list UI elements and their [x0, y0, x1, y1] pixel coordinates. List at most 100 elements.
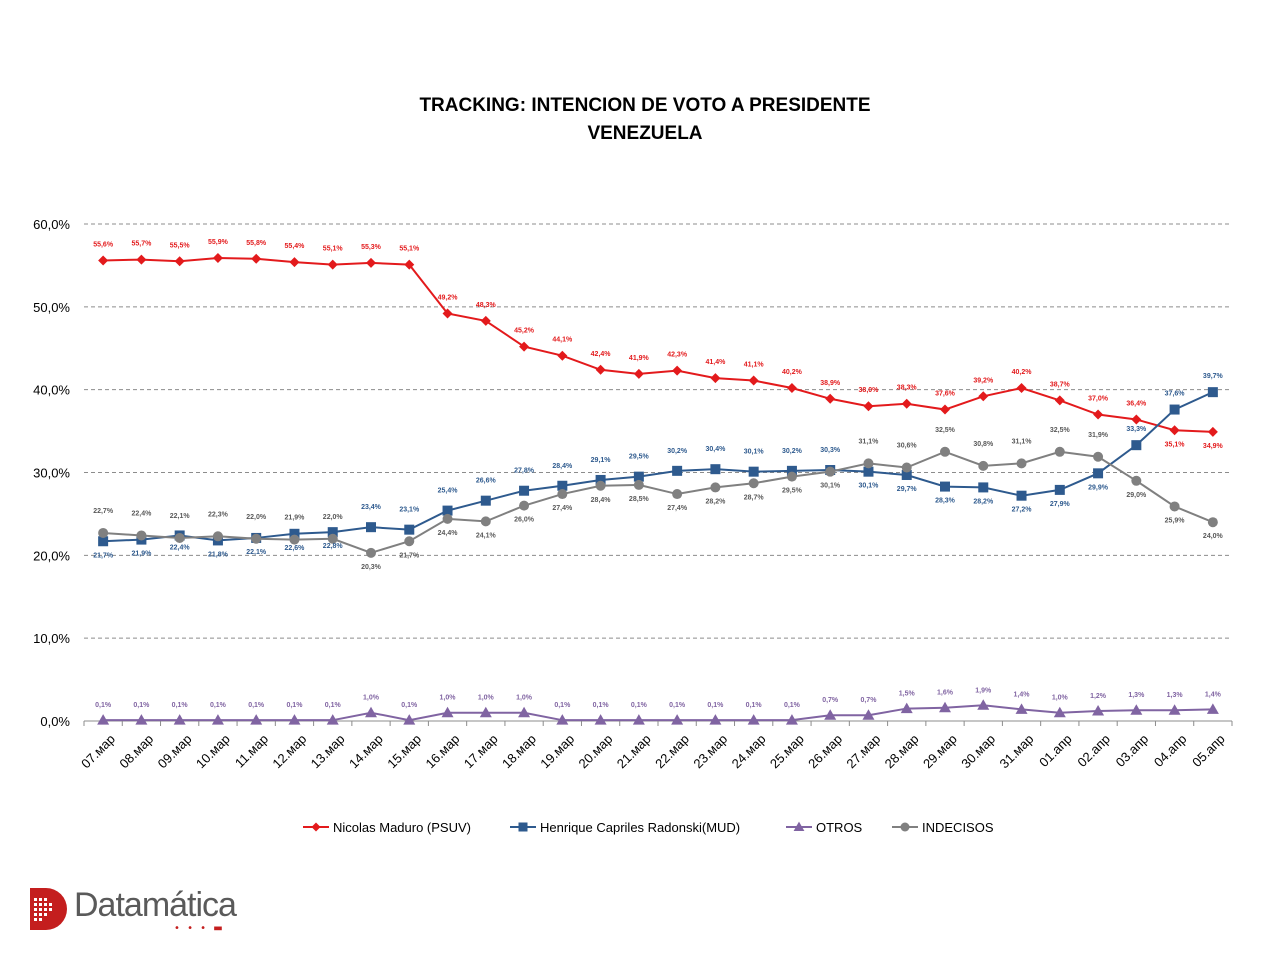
data-label: 27,4% [667, 505, 688, 512]
data-label: 41,4% [705, 359, 726, 366]
series-line [103, 391, 1214, 543]
data-label: 26,0% [514, 517, 535, 524]
series-marker [1169, 404, 1180, 415]
x-tick-label: 10.мар [193, 731, 233, 771]
series-marker [901, 469, 912, 480]
data-label: 38,9% [820, 380, 841, 387]
data-label: 30,2% [782, 448, 803, 455]
series-marker [366, 522, 376, 533]
series-marker [251, 533, 262, 544]
data-label: 21,9% [131, 551, 152, 558]
series-marker [250, 714, 263, 725]
data-label: 55,7% [131, 241, 152, 248]
data-label: 22,4% [131, 510, 152, 517]
series-marker [748, 466, 759, 477]
series-marker [327, 533, 338, 544]
series-marker [940, 446, 950, 457]
series-marker [1207, 426, 1218, 437]
series-marker [442, 308, 453, 319]
legend[interactable]: Nicolas Maduro (PSUV) Henrique Capriles R… [303, 820, 994, 835]
data-label: 28,4% [591, 497, 612, 504]
legend-item-2[interactable]: OTROS [786, 820, 863, 835]
data-label: 1,3% [1167, 692, 1184, 699]
series-marker [289, 257, 300, 268]
series-marker [1016, 490, 1027, 501]
y-tick-label: 20,0% [33, 548, 70, 563]
data-label: 39,7% [1203, 373, 1224, 380]
series-2 [97, 699, 1219, 725]
data-label: 55,1% [323, 246, 344, 253]
data-label: 24,0% [1203, 533, 1224, 540]
series-marker [173, 714, 186, 725]
series-marker [671, 714, 684, 725]
data-label: 28,2% [973, 498, 994, 505]
data-label: 39,2% [973, 377, 994, 384]
data-label: 1,0% [440, 695, 457, 702]
data-label: 30,1% [859, 483, 880, 490]
series-marker [633, 479, 644, 490]
legend-item-0[interactable]: Nicolas Maduro (PSUV) [303, 820, 471, 835]
data-label: 27,8% [514, 468, 535, 475]
data-label: 27,4% [552, 505, 573, 512]
data-label: 55,3% [361, 244, 382, 251]
data-label: 27,9% [1050, 501, 1071, 508]
series-marker [939, 701, 951, 713]
data-label: 1,0% [516, 695, 533, 702]
series-marker [940, 404, 950, 415]
data-label: 22,0% [323, 514, 344, 521]
series-marker [825, 466, 836, 477]
series-marker [710, 373, 721, 384]
legend-item-1[interactable]: Henrique Capriles Radonski(MUD) [510, 820, 740, 835]
data-label: 24,4% [438, 530, 459, 537]
data-label: 0,1% [210, 702, 227, 709]
legend-label: Henrique Capriles Radonski(MUD) [540, 820, 740, 835]
data-label: 44,1% [552, 337, 573, 344]
series-marker [824, 709, 837, 720]
data-label: 26,6% [476, 478, 497, 485]
data-label: 34,9% [1203, 443, 1224, 450]
series-marker [480, 495, 491, 506]
series-marker [480, 315, 491, 326]
data-label: 30,6% [897, 443, 918, 450]
series-marker [251, 253, 262, 264]
data-label: 31,1% [1012, 438, 1033, 445]
series-marker [977, 699, 990, 710]
data-labels: 55,6% 55,7% 55,5% 55,9% 55,8% 55,4% 55,1% 55,3%… [93, 239, 1223, 709]
series-marker [786, 465, 797, 476]
series-marker [519, 485, 530, 496]
series-marker [311, 822, 321, 832]
x-tick-label: 24.мар [729, 731, 769, 771]
series-marker [1207, 387, 1218, 398]
y-tick-label: 0,0% [40, 714, 70, 729]
data-label: 29,5% [782, 488, 803, 495]
data-label: 28,7% [744, 494, 765, 501]
series-marker [1015, 703, 1028, 714]
x-tick-label: 20.мар [576, 731, 616, 771]
legend-item-3[interactable]: INDECISOS [892, 820, 994, 835]
series-marker [288, 714, 301, 725]
data-label: 1,2% [1090, 693, 1107, 700]
data-label: 27,2% [1012, 507, 1033, 514]
data-label: 35,1% [1165, 441, 1186, 448]
series-marker [97, 714, 110, 725]
series-marker [135, 714, 148, 725]
data-label: 22,6% [285, 545, 306, 552]
data-label: 23,4% [361, 504, 382, 511]
series-marker [557, 489, 568, 500]
series-marker [786, 383, 797, 394]
series-marker [174, 532, 185, 543]
series-line [103, 450, 1214, 554]
series-marker [557, 350, 568, 361]
data-label: 30,4% [705, 446, 726, 453]
data-label: 22,3% [208, 511, 229, 518]
data-label: 0,1% [669, 702, 686, 709]
series-marker [863, 458, 874, 469]
data-label: 1,0% [478, 695, 495, 702]
series-marker [1131, 440, 1142, 451]
data-label: 0,1% [133, 702, 150, 709]
series-marker [403, 714, 416, 725]
series-marker [901, 398, 912, 409]
data-label: 23,1% [399, 507, 420, 514]
data-label: 55,6% [93, 241, 114, 248]
series-marker [442, 505, 453, 516]
